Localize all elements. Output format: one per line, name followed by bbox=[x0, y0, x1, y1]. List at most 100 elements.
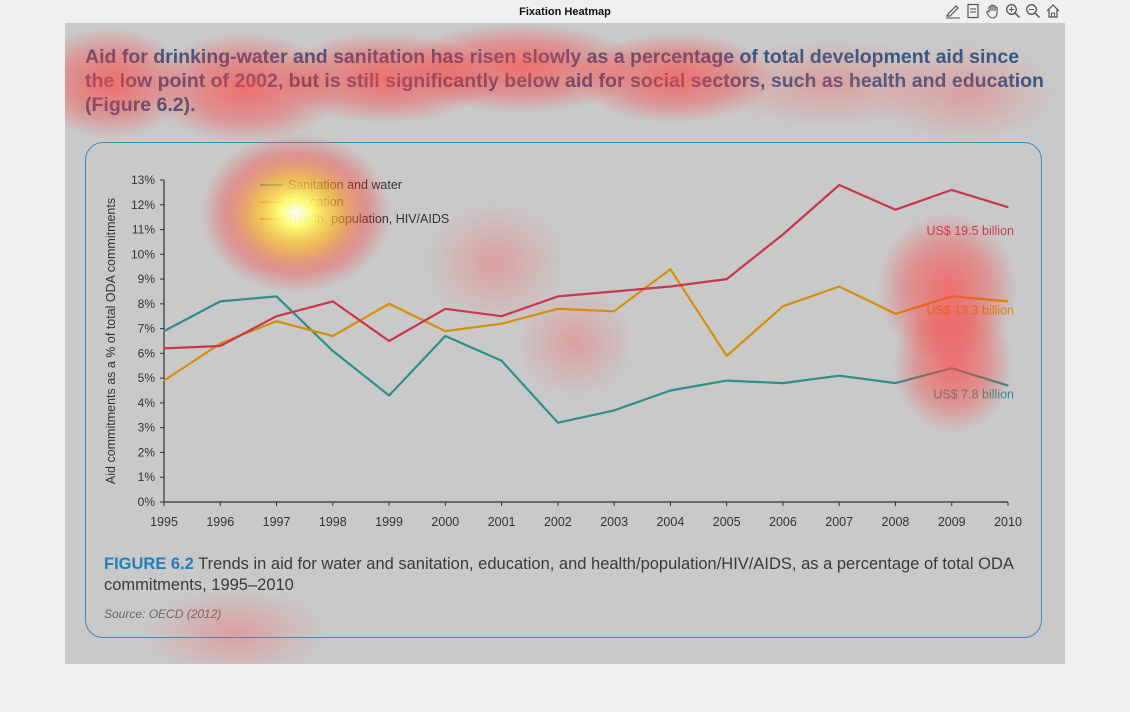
y-tick-label: 0% bbox=[138, 495, 156, 509]
series-end-label: US$ 19.5 billion bbox=[926, 224, 1014, 238]
x-tick-label: 2007 bbox=[825, 515, 853, 529]
data-point bbox=[163, 380, 165, 382]
data-point bbox=[838, 184, 840, 186]
data-point bbox=[388, 303, 390, 305]
data-point bbox=[613, 290, 615, 293]
series-end-label: US$ 7.8 billion bbox=[933, 388, 1014, 402]
data-point bbox=[444, 308, 446, 310]
data-point bbox=[782, 382, 784, 384]
data-point bbox=[219, 345, 221, 347]
x-tick-label: 2000 bbox=[431, 515, 459, 529]
data-point bbox=[332, 300, 334, 302]
data-point bbox=[332, 335, 334, 337]
y-axis-label: Aid commitments as a % of total ODA comm… bbox=[104, 198, 118, 484]
data-point bbox=[444, 335, 446, 337]
data-point bbox=[557, 422, 559, 424]
data-point bbox=[388, 340, 390, 342]
y-tick-label: 2% bbox=[138, 445, 156, 459]
figure-label: FIGURE 6.2 bbox=[104, 555, 194, 573]
y-tick-label: 10% bbox=[131, 247, 155, 261]
y-tick-label: 12% bbox=[131, 198, 155, 212]
home-icon[interactable] bbox=[1044, 2, 1062, 20]
window-title: Fixation Heatmap bbox=[519, 6, 611, 18]
x-tick-label: 1998 bbox=[319, 515, 347, 529]
data-point bbox=[951, 367, 953, 369]
y-tick-label: 7% bbox=[138, 322, 156, 336]
data-point bbox=[1007, 384, 1009, 387]
data-point bbox=[726, 278, 728, 280]
data-point bbox=[501, 315, 503, 317]
data-point bbox=[613, 409, 615, 411]
x-tick-label: 2005 bbox=[713, 515, 741, 529]
data-point bbox=[275, 320, 278, 322]
x-tick-label: 2010 bbox=[994, 515, 1022, 529]
data-point bbox=[782, 233, 784, 236]
y-tick-label: 4% bbox=[138, 396, 156, 410]
legend-entry: Sanitation and water bbox=[288, 178, 402, 192]
data-point bbox=[332, 350, 334, 352]
edit-plot-icon[interactable] bbox=[944, 2, 962, 20]
data-point bbox=[501, 323, 503, 325]
data-point bbox=[894, 382, 897, 384]
data-point bbox=[219, 300, 221, 302]
y-tick-label: 11% bbox=[132, 223, 155, 237]
data-point bbox=[669, 268, 672, 270]
x-tick-label: 1997 bbox=[263, 515, 291, 529]
page-icon[interactable] bbox=[964, 2, 982, 20]
data-point bbox=[1007, 206, 1009, 208]
legend-entry: Education bbox=[288, 195, 344, 209]
data-point bbox=[669, 389, 672, 392]
figure-frame bbox=[85, 142, 1042, 638]
data-point bbox=[726, 380, 728, 382]
data-point bbox=[894, 313, 897, 315]
x-tick-label: 1995 bbox=[150, 515, 178, 529]
series-line-1 bbox=[163, 268, 1009, 382]
legend-entry: Health, population, HIV/AIDS bbox=[288, 212, 449, 226]
figure-toolbar bbox=[944, 2, 1062, 22]
data-point bbox=[557, 308, 559, 310]
data-point bbox=[163, 347, 165, 350]
data-point bbox=[669, 285, 672, 288]
series-end-label: US$ 13.3 billion bbox=[926, 303, 1014, 317]
x-tick-label: 2002 bbox=[544, 515, 572, 529]
data-point bbox=[444, 330, 446, 332]
data-point bbox=[951, 189, 953, 191]
data-point bbox=[726, 355, 728, 357]
y-tick-label: 3% bbox=[138, 421, 156, 435]
heatmap-axes: Aid for drinking-water and sanitation ha… bbox=[65, 23, 1065, 664]
x-tick-label: 2004 bbox=[656, 515, 684, 529]
data-point bbox=[613, 310, 615, 312]
y-tick-label: 1% bbox=[138, 470, 156, 484]
y-tick-label: 13% bbox=[131, 173, 155, 187]
caption-text: Trends in aid for water and sanitation, … bbox=[104, 555, 1013, 594]
y-tick-label: 6% bbox=[138, 346, 156, 360]
data-point bbox=[557, 295, 559, 298]
data-point bbox=[838, 375, 840, 377]
x-tick-label: 2009 bbox=[938, 515, 966, 529]
data-point bbox=[838, 285, 840, 288]
data-point bbox=[275, 295, 278, 298]
data-point bbox=[163, 330, 165, 332]
data-point bbox=[501, 360, 503, 362]
zoom-out-icon[interactable] bbox=[1024, 2, 1042, 20]
x-tick-label: 2006 bbox=[769, 515, 797, 529]
y-tick-label: 8% bbox=[138, 297, 156, 311]
pan-hand-icon[interactable] bbox=[984, 2, 1002, 20]
data-point bbox=[951, 295, 953, 298]
data-point bbox=[219, 342, 221, 345]
data-point bbox=[782, 305, 784, 307]
y-tick-label: 9% bbox=[138, 272, 156, 286]
data-point bbox=[1007, 300, 1009, 302]
x-tick-label: 2003 bbox=[600, 515, 628, 529]
series-line-0 bbox=[163, 295, 1009, 424]
figure-source: Source: OECD (2012) bbox=[104, 607, 222, 621]
x-tick-label: 2008 bbox=[882, 515, 910, 529]
x-tick-label: 2001 bbox=[488, 515, 516, 529]
data-point bbox=[894, 209, 897, 211]
data-point bbox=[388, 394, 390, 397]
data-point bbox=[275, 315, 278, 317]
figure-caption: FIGURE 6.2 Trends in aid for water and s… bbox=[104, 554, 1029, 596]
x-tick-label: 1996 bbox=[206, 515, 234, 529]
x-tick-label: 1999 bbox=[375, 515, 403, 529]
zoom-in-icon[interactable] bbox=[1004, 2, 1022, 20]
